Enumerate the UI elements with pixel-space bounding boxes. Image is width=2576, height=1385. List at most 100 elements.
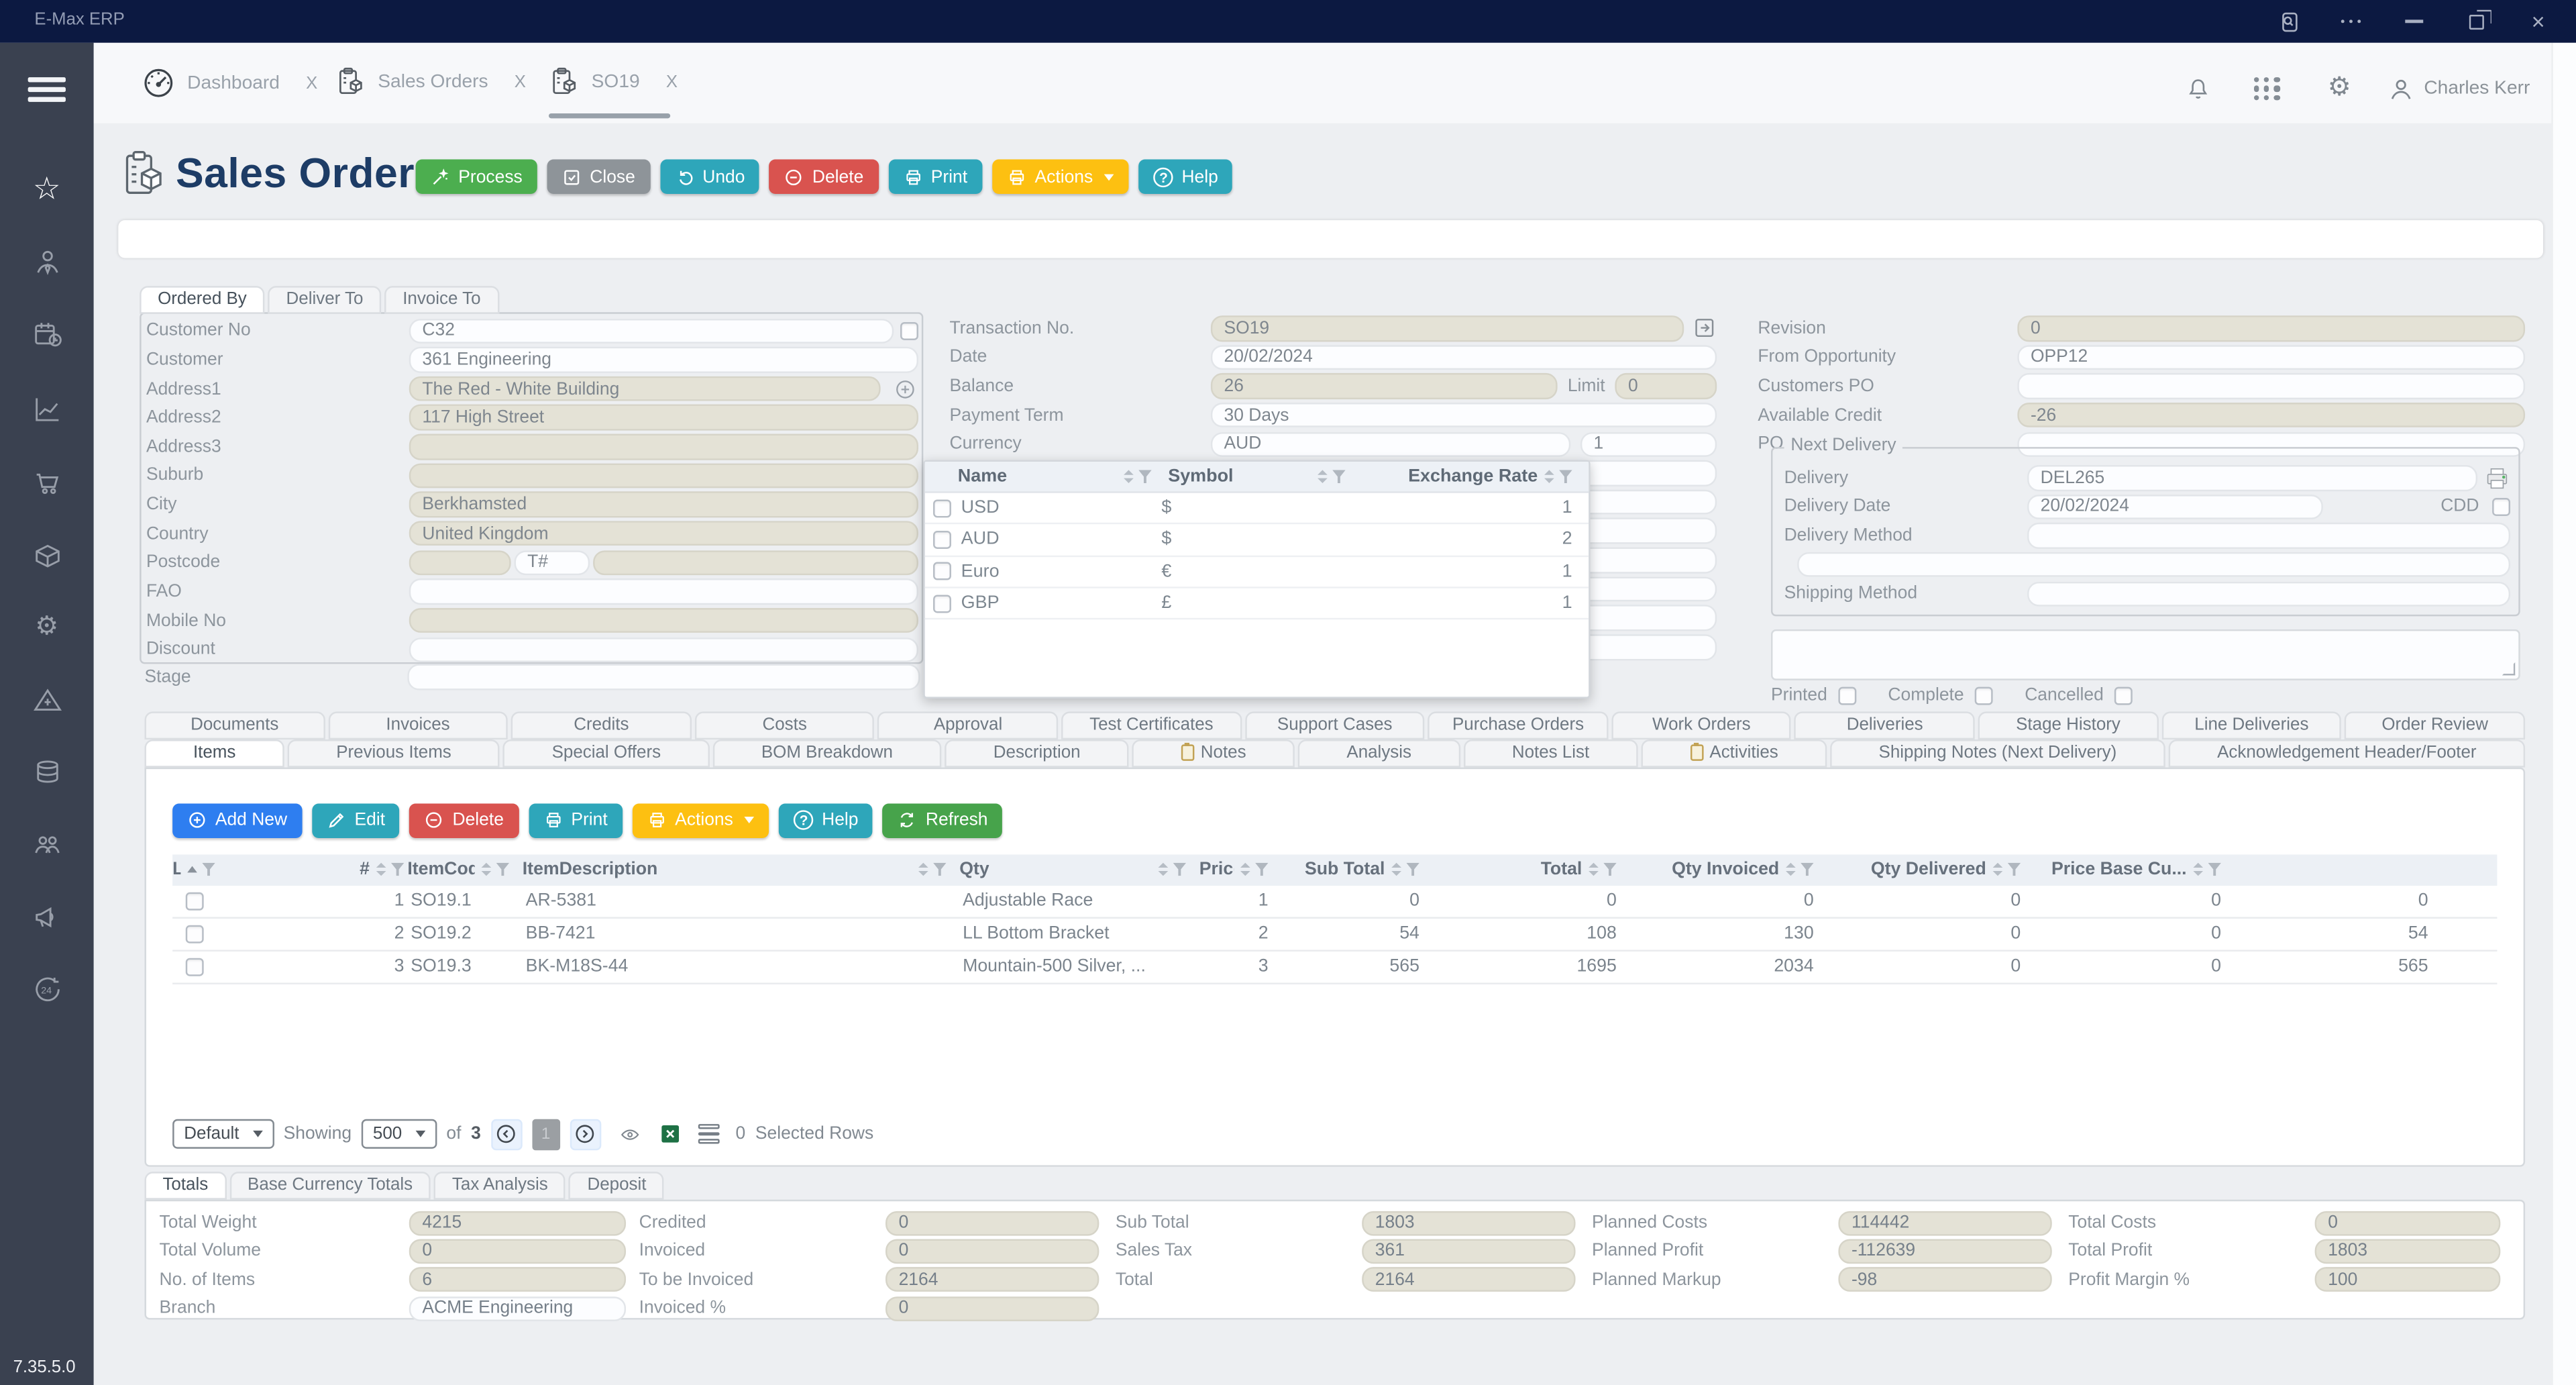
column-header-exchange-rate[interactable]: Exchange Rate [1362,467,1589,486]
print-delivery-icon[interactable] [2484,464,2510,491]
related-tab[interactable]: Deliveries [1794,711,1974,738]
restore-icon[interactable] [2451,0,2500,43]
item-tab[interactable]: Notes List [1463,739,1638,766]
totals-value[interactable]: 0 [885,1211,1099,1235]
filter-icon[interactable] [1406,863,1419,876]
delivery-method-extra-field[interactable] [1797,552,2510,578]
totals-value[interactable]: 2164 [885,1268,1099,1292]
hr-people-icon[interactable] [30,827,64,861]
filter-icon[interactable] [1559,470,1572,483]
sort-icon[interactable] [376,863,386,876]
totals-value[interactable]: 1803 [1362,1211,1575,1235]
tab-close[interactable]: X [666,72,678,91]
table-row[interactable]: 1SO19.1AR-5381Adjustable Race1000000 [172,885,2497,918]
filter-icon[interactable] [1255,863,1269,876]
related-tab[interactable]: Documents [145,711,325,738]
print-button[interactable]: Print [888,160,982,194]
scheduler-calendar-icon[interactable] [30,317,64,352]
customers-po-field[interactable] [2017,374,2525,399]
postcode-field-2[interactable]: T# [515,550,590,575]
currency-field[interactable]: AUD [1211,431,1570,457]
related-tab[interactable]: Credits [511,711,691,738]
related-tab[interactable]: Support Cases [1244,711,1424,738]
filter-icon[interactable] [391,863,405,876]
open-transaction-icon[interactable] [1690,315,1717,342]
currency-row[interactable]: Euro€1 [925,556,1589,588]
tab-close[interactable]: X [515,72,526,91]
postcode-field-1[interactable] [409,550,511,575]
sales-cart-icon[interactable] [30,464,64,498]
add-new-button[interactable]: Add New [172,803,302,837]
limit-field[interactable]: 0 [1615,374,1717,399]
filter-icon[interactable] [202,863,215,876]
apps-grid-icon[interactable] [2253,74,2282,103]
row-checkbox[interactable] [185,925,203,943]
column-header[interactable]: ItemCode [407,854,522,885]
refresh-button[interactable]: Refresh [883,803,1002,837]
export-excel-icon[interactable] [658,1123,681,1145]
item-tab[interactable]: Special Offers [503,739,709,766]
related-tab[interactable]: Line Deliveries [2161,711,2341,738]
transaction-no-field[interactable]: SO19 [1211,315,1684,341]
related-tab[interactable]: Order Review [2345,711,2524,738]
sort-icon[interactable] [1786,863,1796,876]
column-header[interactable]: Line No [172,854,215,885]
row-checkbox[interactable] [933,562,951,580]
related-tab[interactable]: Costs [694,711,874,738]
inventory-box-icon[interactable] [30,537,64,572]
mobile-no-field[interactable] [409,608,918,633]
column-header[interactable]: Price [1199,854,1272,885]
postcode-field-3[interactable] [593,550,918,575]
item-tab[interactable]: Acknowledgement Header/Footer [2169,739,2525,766]
related-tab[interactable]: Test Certificates [1061,711,1241,738]
totals-value[interactable]: -112639 [1838,1239,2051,1264]
filter-icon[interactable] [2208,863,2221,876]
available-credit-field[interactable]: -26 [2017,403,2525,428]
next-page-button[interactable] [570,1119,601,1150]
related-tab[interactable]: Work Orders [1611,711,1791,738]
fao-field[interactable] [409,579,918,605]
prev-page-button[interactable] [491,1119,523,1150]
delivery-field[interactable]: DEL265 [2027,465,2477,491]
currency-rate-field[interactable]: 1 [1580,431,1717,457]
tab-close[interactable]: X [306,73,317,93]
page-scrollbar[interactable] [2551,43,2576,1385]
row-density-icon[interactable] [698,1124,719,1143]
column-header[interactable]: ItemDescription [523,854,959,885]
sort-icon[interactable] [1544,470,1554,483]
totals-value[interactable]: 100 [2315,1268,2501,1292]
items-actions-button[interactable]: Actions [632,803,769,837]
totals-value[interactable]: 1803 [2315,1239,2501,1264]
sort-icon[interactable] [1240,863,1250,876]
undo-button[interactable]: Undo [660,160,760,194]
payment-term-field[interactable]: 30 Days [1211,403,1717,428]
filter-icon[interactable] [1801,863,1814,876]
column-header[interactable]: Price Base Cu... [2024,854,2224,885]
delete-item-button[interactable]: Delete [410,803,519,837]
complete-checkbox[interactable] [1976,686,1994,704]
support-24h-icon[interactable]: 24 [30,971,64,1005]
totals-value[interactable]: 0 [2315,1211,2501,1235]
sort-icon[interactable] [1589,863,1599,876]
related-tab[interactable]: Approval [878,711,1058,738]
delivery-method-field[interactable] [2027,523,2510,548]
row-checkbox[interactable] [933,499,951,517]
revision-field[interactable]: 0 [2017,315,2525,341]
delivery-notes-textarea[interactable] [1771,629,2520,680]
shipping-method-field[interactable] [2027,581,2510,607]
reports-chart-icon[interactable] [30,391,64,425]
item-tab[interactable]: BOM Breakdown [712,739,941,766]
minimize-icon[interactable] [2389,0,2438,43]
item-tab[interactable]: Notes [1132,739,1295,766]
totals-tab[interactable]: Base Currency Totals [229,1172,431,1198]
favorites-star-icon[interactable]: ☆ [30,172,64,207]
related-tab[interactable]: Stage History [1978,711,2158,738]
table-row[interactable]: 3SO19.3BK-M18S-44Mountain-500 Silver, ..… [172,951,2497,984]
items-help-button[interactable]: Help [779,803,873,837]
discount-field[interactable] [409,637,918,662]
page-size-select[interactable]: 500 [362,1119,437,1149]
cancelled-checkbox[interactable] [2115,686,2133,704]
item-tab[interactable]: Items [145,739,284,766]
sort-icon[interactable] [918,863,928,876]
customer-no-checkbox[interactable] [900,321,918,340]
